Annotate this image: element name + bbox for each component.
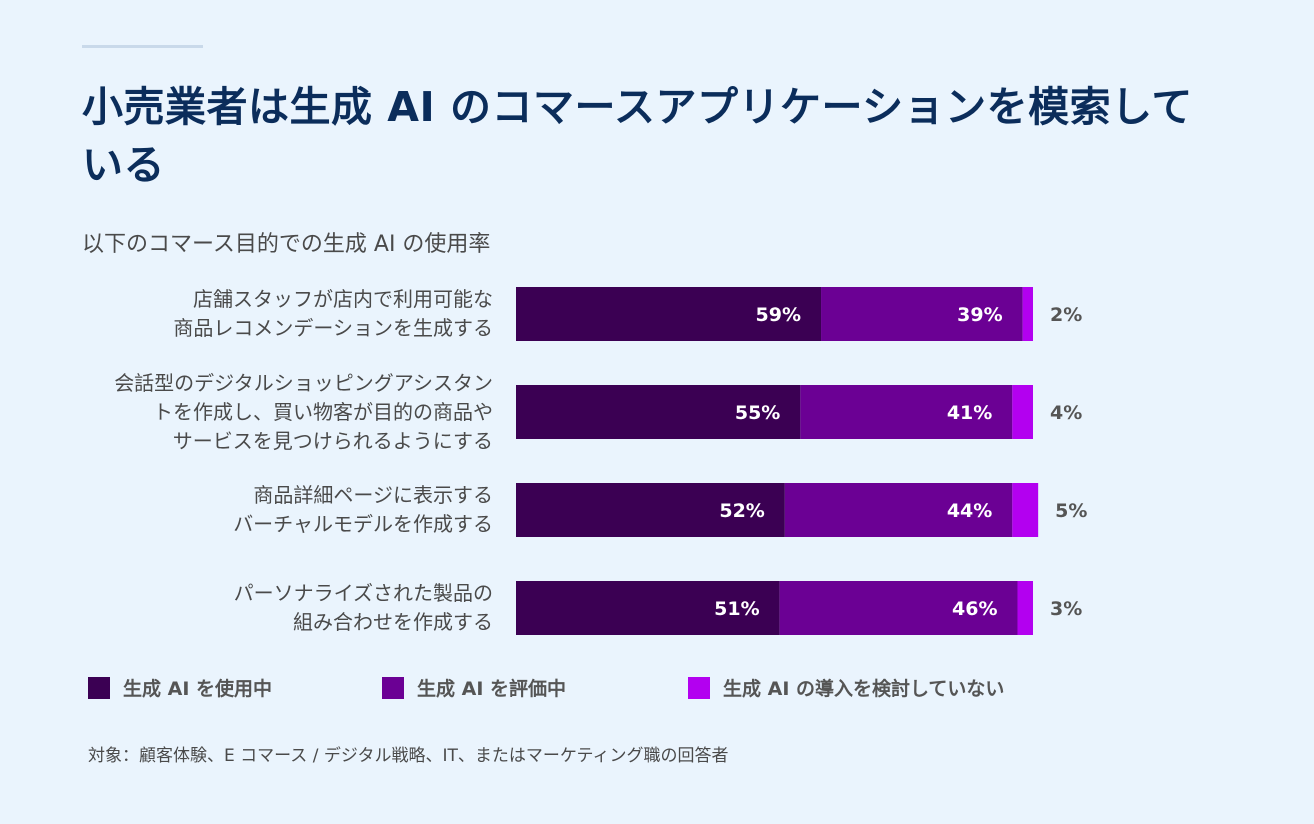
legend: 生成 AI を使用中 生成 AI を評価中 生成 AI の導入を検討していない <box>88 674 1188 704</box>
data-label: 5% <box>1055 500 1087 522</box>
bar-segment <box>516 581 780 635</box>
legend-swatch-using <box>88 676 110 699</box>
legend-swatch-not-considering <box>688 676 710 699</box>
category-label-line: パーソナライズされた製品の <box>233 581 493 605</box>
bar-segment <box>516 385 801 439</box>
data-label: 41% <box>947 402 992 424</box>
chart-title: 小売業者は生成 AI のコマースアプリケーションを模索している <box>82 83 1193 189</box>
footnote: 対象：顧客体験、E コマース / デジタル戦略、IT、またはマーケティング職の回… <box>88 746 729 766</box>
bar-segment <box>821 287 1023 341</box>
category-label: 商品詳細ページに表示するバーチャルモデルを作成する <box>53 481 493 539</box>
legend-label-using: 生成 AI を使用中 <box>123 678 273 700</box>
data-label: 2% <box>1050 304 1082 326</box>
legend-label-evaluating: 生成 AI を評価中 <box>417 678 567 700</box>
bar-segment <box>784 483 1013 537</box>
legend-item-using: 生成 AI を使用中 <box>88 674 272 701</box>
category-label-line: トを作成し、買い物客が目的の商品や <box>153 399 493 424</box>
category-label-line: サービスを見つけられるようにする <box>172 428 493 453</box>
data-label: 59% <box>756 304 801 326</box>
category-label-line: 組み合わせを作成する <box>293 610 493 634</box>
category-label: 店舗スタッフが店内で利用可能な商品レコメンデーションを生成する <box>53 285 493 343</box>
category-label-line: 商品詳細ページに表示する <box>253 483 493 507</box>
data-label: 44% <box>947 500 992 522</box>
bar-segment <box>516 287 822 341</box>
category-label-line: 商品レコメンデーションを生成する <box>173 316 493 340</box>
data-label: 4% <box>1050 402 1082 424</box>
bar-segment <box>779 581 1018 635</box>
data-label: 51% <box>714 598 759 620</box>
legend-label-not-considering: 生成 AI の導入を検討していない <box>723 678 1005 700</box>
category-label-line: バーチャルモデルを作成する <box>233 512 493 536</box>
category-label-line: 店舗スタッフが店内で利用可能な <box>193 287 493 311</box>
data-label: 46% <box>952 598 997 620</box>
data-label: 55% <box>735 402 780 424</box>
data-label: 52% <box>719 500 764 522</box>
data-label: 39% <box>957 304 1002 326</box>
legend-item-evaluating: 生成 AI を評価中 <box>382 674 566 701</box>
bar-segment <box>1022 287 1033 341</box>
category-label-line: 会話型のデジタルショッピングアシスタン <box>114 370 493 395</box>
bar-segment <box>1012 385 1033 439</box>
top-rule <box>82 45 203 48</box>
legend-swatch-evaluating <box>382 676 404 699</box>
bar-segment <box>516 483 785 537</box>
bar-segment <box>1017 581 1033 635</box>
data-label: 3% <box>1050 598 1082 620</box>
category-label: パーソナライズされた製品の組み合わせを作成する <box>53 579 493 637</box>
bar-segment <box>800 385 1013 439</box>
bar-segment <box>1012 483 1039 537</box>
chart-subtitle: 以下のコマース目的での生成 AI の使用率 <box>82 232 491 257</box>
category-label: 会話型のデジタルショッピングアシスタントを作成し、買い物客が目的の商品やサービス… <box>53 369 493 456</box>
legend-item-not-considering: 生成 AI の導入を検討していない <box>688 674 1004 701</box>
